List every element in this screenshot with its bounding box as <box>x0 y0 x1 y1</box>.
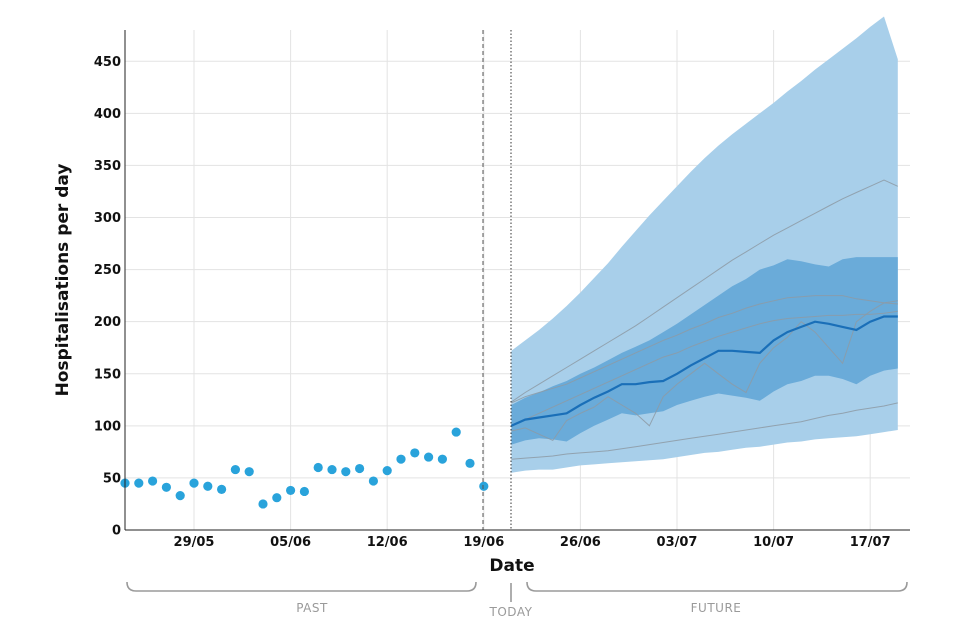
inner-band-area <box>511 257 898 445</box>
median-line <box>510 315 898 427</box>
x-tick-label: 19/06 <box>463 535 504 550</box>
observed-point <box>424 452 434 462</box>
observed-point <box>341 467 351 477</box>
observed-point <box>355 463 365 474</box>
observed-point <box>451 427 461 437</box>
x-tick-label: 05/06 <box>270 535 311 550</box>
observed-point <box>286 485 296 496</box>
median-forecast-line <box>510 315 898 427</box>
x-tick-label: 10/07 <box>753 535 794 550</box>
y-tick-label: 450 <box>94 55 121 70</box>
observed-point <box>161 482 171 492</box>
x-tick-label: 03/07 <box>657 535 698 550</box>
observed-point <box>134 478 144 488</box>
x-tick-label: 12/06 <box>367 535 408 550</box>
observed-point <box>465 458 475 468</box>
scenario-line-2 <box>511 295 898 404</box>
x-tick-label: 26/06 <box>560 535 601 550</box>
tick-labels: 0 50 100 150 200 250 300 350 400 450 29/05 05/06 12/… <box>94 55 891 550</box>
observed-point <box>327 464 337 475</box>
observed-point <box>299 486 309 497</box>
x-tick-label: 17/07 <box>850 535 891 550</box>
past-brace <box>126 581 477 592</box>
observed-points <box>120 427 489 509</box>
observed-point <box>272 493 282 503</box>
observed-point <box>175 491 185 501</box>
y-axis-title: Hospitalisations per day <box>53 164 73 397</box>
scenario-line-3 <box>511 310 898 427</box>
observed-point <box>217 484 227 494</box>
axes <box>124 30 910 531</box>
observed-point <box>396 454 406 464</box>
y-tick-label: 150 <box>94 367 121 382</box>
y-tick-label: 100 <box>94 419 121 434</box>
x-tick-label: 29/05 <box>174 535 215 550</box>
observed-point <box>244 467 254 477</box>
observed-point <box>313 462 323 473</box>
inner-uncertainty-band <box>511 257 898 445</box>
y-tick-label: 300 <box>94 211 121 226</box>
timeline-braces <box>126 581 908 602</box>
future-brace <box>526 581 908 592</box>
y-tick-label: 200 <box>94 315 121 330</box>
today-label: TODAY <box>489 605 533 619</box>
observed-point <box>148 476 158 486</box>
scenario-lines <box>511 179 899 460</box>
observed-point <box>258 499 268 509</box>
observed-point <box>368 476 378 486</box>
y-tick-label: 50 <box>103 471 121 486</box>
scenario-line-4 <box>511 300 898 442</box>
observed-point <box>437 454 447 464</box>
y-tick-label: 400 <box>94 107 121 122</box>
observed-point <box>410 448 420 458</box>
scenario-line-5 <box>511 402 898 460</box>
observed-point <box>203 481 213 491</box>
y-tick-label: 350 <box>94 159 121 174</box>
past-label: PAST <box>296 601 328 615</box>
observed-point <box>479 481 489 491</box>
observed-point <box>189 478 199 488</box>
x-axis-title: Date <box>489 556 534 576</box>
today-divider <box>482 30 512 530</box>
future-label: FUTURE <box>691 601 742 615</box>
observed-point <box>382 466 392 476</box>
y-tick-label: 250 <box>94 263 121 278</box>
scenario-line-1 <box>511 179 899 403</box>
observed-point <box>230 464 240 475</box>
y-tick-label: 0 <box>112 524 121 539</box>
